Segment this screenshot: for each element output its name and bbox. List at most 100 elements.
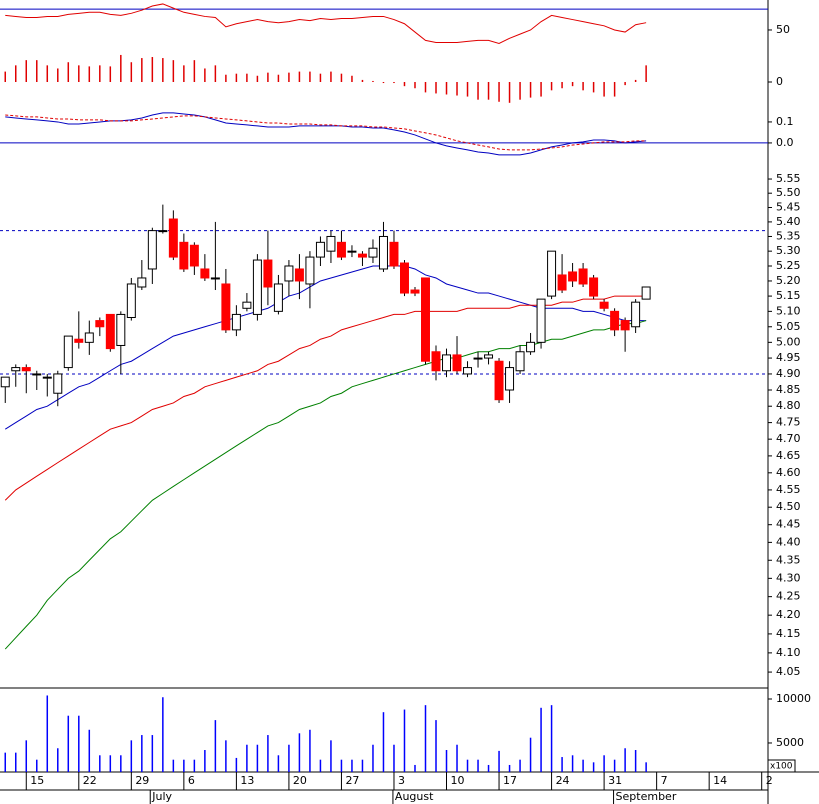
- candle-body: [536, 298, 546, 343]
- candle-body: [389, 241, 399, 267]
- candle-body: [95, 320, 105, 328]
- candle-body: [32, 373, 42, 376]
- volume-bar: [183, 759, 185, 772]
- volume-bar: [67, 715, 70, 772]
- candle-body: [410, 289, 420, 294]
- y-tick-label: 4.30: [776, 571, 801, 584]
- candle-body: [484, 354, 494, 359]
- volume-bar: [529, 737, 532, 772]
- volume-bar: [130, 740, 133, 772]
- volume-bar: [235, 757, 238, 772]
- month-label: August: [395, 790, 434, 803]
- x-tick-label: 13: [240, 774, 254, 787]
- month-label: July: [151, 790, 172, 803]
- candle-body: [21, 367, 31, 372]
- candle-body: [452, 354, 462, 372]
- y-tick-label: 4.40: [776, 535, 801, 548]
- candle-body: [463, 367, 473, 375]
- y-tick-label: 4.25: [776, 590, 801, 603]
- volume-bar: [309, 729, 311, 772]
- volume-bar: [592, 762, 595, 772]
- volume-bar: [78, 715, 80, 772]
- unit-box: [767, 759, 796, 773]
- volume-bar: [466, 759, 469, 772]
- indicator-line: [5, 3, 647, 45]
- candle-body: [189, 244, 199, 267]
- candle-body: [378, 235, 388, 270]
- y-tick-label: 5.40: [776, 215, 801, 228]
- candle-body: [158, 230, 168, 233]
- candle-body: [589, 277, 599, 297]
- volume-bar: [36, 759, 38, 772]
- candle-body: [284, 265, 294, 282]
- candle-body: [84, 332, 94, 343]
- candle-body: [336, 241, 346, 258]
- candle-body: [105, 313, 115, 350]
- volume-bar: [256, 744, 259, 772]
- volume-bar: [603, 755, 605, 772]
- candle-body: [315, 241, 325, 258]
- volume-bar: [109, 755, 112, 772]
- candle-body: [11, 367, 21, 372]
- volume-bar: [88, 729, 91, 772]
- candle-body: [74, 338, 84, 343]
- candle-body: [242, 301, 252, 309]
- candle-body: [0, 376, 10, 388]
- candle-body: [263, 259, 273, 288]
- candle-body: [42, 376, 52, 379]
- volume-bar: [571, 755, 574, 772]
- y-tick-label: 5.55: [776, 172, 801, 185]
- y-tick-label: 5.10: [776, 304, 801, 317]
- x-tick-label: 27: [345, 774, 359, 787]
- candle-body: [147, 230, 157, 270]
- candle-body: [252, 259, 262, 315]
- volume-bar: [319, 759, 322, 772]
- volume-bar: [540, 707, 542, 772]
- candle-body: [442, 354, 452, 372]
- volume-bar: [340, 759, 343, 772]
- volume-bar: [4, 752, 7, 772]
- x-tick-label: 31: [608, 774, 622, 787]
- x-tick-label: 29: [135, 774, 149, 787]
- volume-bar: [141, 735, 143, 772]
- volume-bar: [172, 759, 175, 772]
- candle-body: [126, 283, 136, 318]
- y-tick-label: 0.0: [776, 136, 794, 149]
- y-tick-label: 4.55: [776, 483, 801, 496]
- y-tick-label: 5.15: [776, 289, 801, 302]
- candle-body: [578, 268, 588, 285]
- candle-body: [63, 335, 73, 369]
- x-tick-label: 20: [293, 774, 307, 787]
- candle-body: [221, 283, 231, 331]
- y-tick-label: 10000: [776, 692, 811, 705]
- y-tick-label: 0: [776, 75, 783, 88]
- y-tick-label: 50: [776, 23, 790, 36]
- candle-body: [53, 373, 63, 394]
- volume-bar: [498, 750, 500, 772]
- volume-bar: [57, 748, 59, 772]
- candle-body: [557, 274, 567, 291]
- volume-bar: [613, 759, 616, 772]
- candle-body: [526, 341, 536, 353]
- x-tick-label: 10: [451, 774, 465, 787]
- volume-bar: [561, 757, 563, 772]
- candle-body: [231, 313, 241, 331]
- y-tick-label: 0.1: [776, 115, 794, 128]
- candle-body: [473, 357, 483, 360]
- candle-body: [347, 250, 357, 253]
- volume-bar: [550, 705, 553, 772]
- candle-body: [641, 286, 651, 300]
- x-tick-label: 2: [766, 774, 773, 787]
- volume-bar: [372, 744, 374, 772]
- volume-bar: [351, 759, 353, 772]
- volume-bar: [46, 695, 49, 772]
- candle-body: [116, 313, 126, 346]
- y-tick-label: 5.05: [776, 320, 801, 333]
- unit-label: x100: [770, 762, 793, 772]
- volume-bar: [204, 750, 206, 772]
- candle-body: [326, 235, 336, 252]
- volume-bar: [25, 740, 28, 772]
- x-tick-label: 6: [188, 774, 195, 787]
- volume-bar: [414, 764, 416, 772]
- y-tick-label: 5.45: [776, 200, 801, 213]
